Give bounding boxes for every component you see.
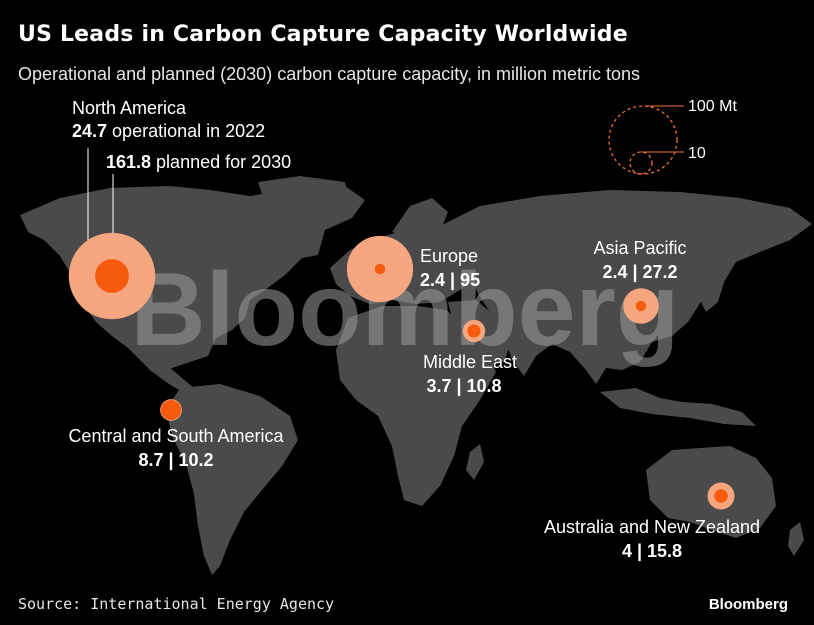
- land-masses: [20, 176, 812, 575]
- label-asia-pacific-values: 2.4 | 27.2: [602, 262, 677, 282]
- bubble-operational-europe: [374, 263, 386, 275]
- land-asia: [440, 190, 812, 384]
- land-madagascar: [466, 444, 484, 480]
- legend-circle-small: [629, 151, 653, 175]
- chart-subtitle: Operational and planned (2030) carbon ca…: [18, 64, 641, 84]
- bubble-operational-middle-east: [467, 324, 481, 338]
- bubble-operational-north-america: [95, 259, 129, 293]
- region-labels: North America 24.7 operational in 2022 1…: [68, 98, 760, 561]
- land-south-america: [166, 384, 298, 575]
- legend-label-small: 10: [688, 145, 706, 162]
- label-middle-east-values: 3.7 | 10.8: [426, 376, 501, 396]
- label-australia-nz-values: 4 | 15.8: [622, 541, 682, 561]
- size-legend: 100 Mt 10: [608, 98, 737, 175]
- label-north-america-operational: 24.7 operational in 2022: [72, 121, 265, 141]
- source-note: Source: International Energy Agency: [18, 595, 335, 613]
- label-north-america-planned: 161.8 planned for 2030: [106, 152, 291, 172]
- land-scandinavia: [392, 198, 448, 240]
- label-middle-east-name: Middle East: [423, 352, 517, 372]
- label-north-america-name: North America: [72, 98, 187, 118]
- land-africa: [336, 306, 496, 506]
- chart-title: US Leads in Carbon Capture Capacity Worl…: [18, 22, 628, 47]
- bubble-operational-australia-nz: [714, 489, 728, 503]
- capacity-bubbles: [68, 232, 735, 510]
- label-central-south-america-name: Central and South America: [68, 426, 284, 446]
- label-asia-pacific-name: Asia Pacific: [593, 238, 686, 258]
- label-central-south-america-values: 8.7 | 10.2: [138, 450, 213, 470]
- legend-label-large: 100 Mt: [688, 98, 737, 115]
- bloomberg-logo: Bloomberg: [708, 596, 788, 613]
- land-new-zealand: [788, 522, 804, 556]
- north-america-planned-suffix: planned for 2030: [151, 152, 291, 172]
- north-america-planned-value: 161.8: [106, 152, 151, 172]
- bubble-operational-central-south-america: [160, 399, 182, 421]
- north-america-operational-value: 24.7: [72, 121, 107, 141]
- north-america-operational-suffix: operational in 2022: [107, 121, 265, 141]
- label-europe-values: 2.4 | 95: [420, 270, 480, 290]
- label-australia-nz-name: Australia and New Zealand: [544, 517, 760, 537]
- land-north-america: [20, 186, 365, 372]
- land-greenland: [258, 176, 350, 242]
- land-indonesia: [600, 388, 756, 426]
- label-europe-name: Europe: [420, 246, 478, 266]
- legend-circle-large: [608, 105, 678, 175]
- land-japan: [700, 262, 726, 312]
- bubble-operational-asia-pacific: [635, 300, 647, 312]
